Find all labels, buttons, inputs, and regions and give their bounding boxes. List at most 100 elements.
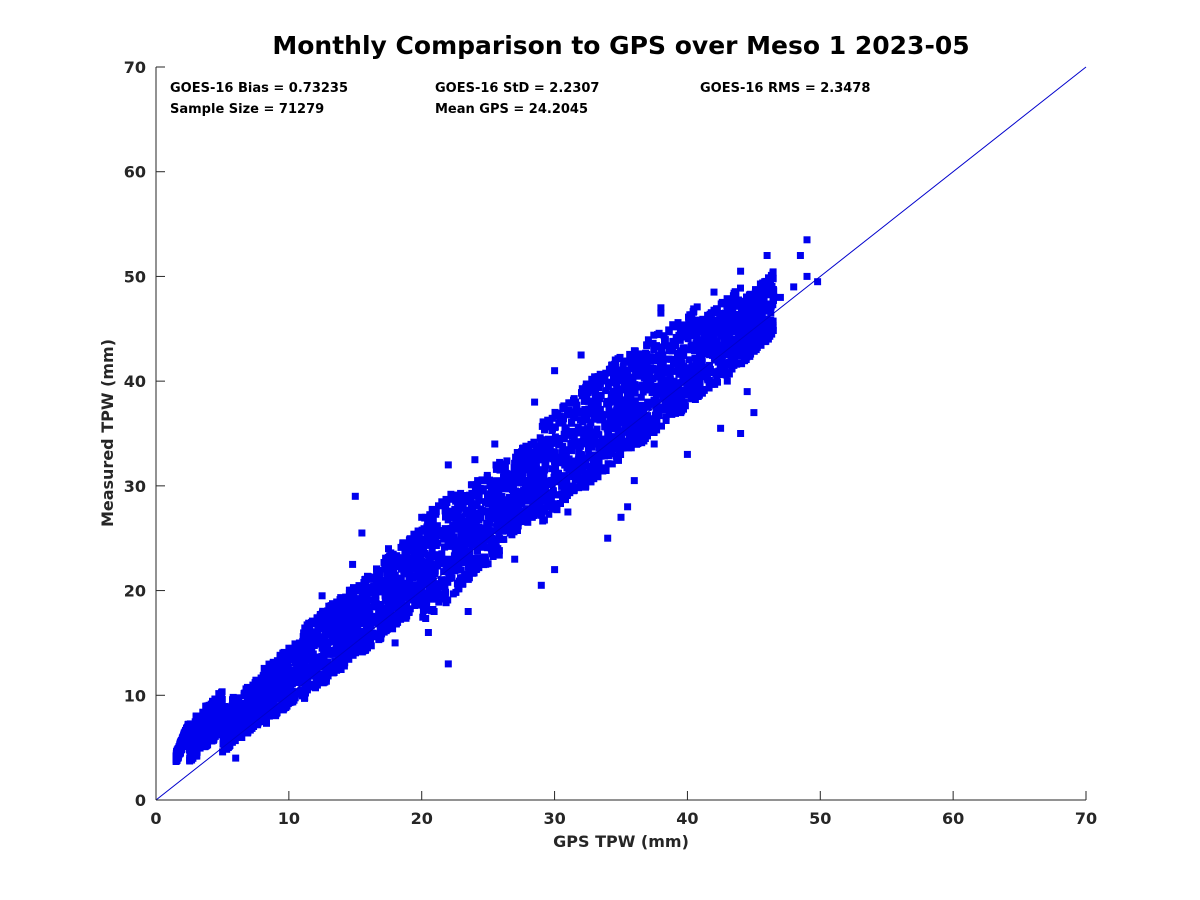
- scatter-point: [585, 454, 593, 462]
- scatter-point: [467, 508, 475, 516]
- scatter-point: [301, 694, 309, 702]
- scatter-point: [539, 449, 547, 457]
- scatter-point: [537, 581, 545, 589]
- scatter-point: [248, 697, 256, 705]
- scatter-point: [427, 560, 435, 568]
- scatter-point: [318, 644, 326, 652]
- scatter-point: [243, 684, 251, 692]
- scatter-point: [440, 580, 448, 588]
- scatter-point: [650, 429, 658, 436]
- scatter-point: [204, 733, 212, 741]
- scatter-point: [518, 488, 526, 496]
- scatter-point: [308, 649, 316, 656]
- scatter-point: [429, 553, 437, 560]
- scatter-point: [572, 404, 580, 412]
- scatter-point: [521, 458, 529, 466]
- scatter-point: [280, 657, 288, 665]
- scatter-point: [340, 607, 348, 615]
- scatter-point: [715, 356, 723, 364]
- scatter-point: [630, 477, 638, 485]
- scatter-point: [669, 338, 677, 346]
- scatter-point: [478, 476, 486, 484]
- scatter-point: [422, 598, 430, 606]
- scatter-point: [276, 691, 284, 699]
- scatter-point: [361, 629, 369, 637]
- scatter-point: [378, 608, 386, 615]
- scatter-point: [731, 328, 739, 336]
- scatter-point: [674, 319, 682, 327]
- scatter-point: [553, 505, 561, 513]
- scatter-point: [597, 414, 605, 422]
- scatter-point: [683, 331, 691, 339]
- scatter-point: [595, 384, 603, 392]
- scatter-point: [644, 336, 652, 344]
- scatter-point: [428, 572, 435, 580]
- scatter-point: [680, 399, 688, 407]
- scatter-point: [617, 396, 625, 404]
- scatter-point: [528, 471, 536, 479]
- scatter-point: [700, 369, 708, 377]
- scatter-point: [723, 377, 731, 385]
- scatter-point: [626, 435, 633, 443]
- scatter-point: [348, 602, 356, 610]
- scatter-point: [710, 288, 718, 296]
- scatter-point: [500, 461, 508, 469]
- scatter-point: [518, 500, 526, 508]
- scatter-point: [738, 333, 746, 341]
- scatter-point: [344, 606, 352, 614]
- scatter-point: [324, 631, 332, 638]
- scatter-point: [474, 547, 481, 555]
- scatter-point: [574, 409, 582, 417]
- scatter-point: [476, 530, 484, 538]
- scatter-point: [803, 236, 811, 244]
- scatter-point: [569, 457, 577, 465]
- scatter-point: [390, 603, 398, 611]
- x-tick-label: 30: [543, 809, 565, 828]
- scatter-point: [690, 305, 698, 313]
- scatter-point: [369, 596, 377, 604]
- scatter-point: [413, 533, 421, 541]
- scatter-point: [570, 462, 578, 470]
- scatter-point: [450, 536, 458, 544]
- scatter-point: [314, 640, 321, 648]
- scatter-point: [309, 680, 317, 688]
- scatter-point: [538, 475, 545, 483]
- scatter-point: [425, 577, 432, 585]
- scatter-point: [198, 715, 206, 723]
- scatter-point: [330, 624, 338, 632]
- scatter-point: [493, 523, 501, 531]
- scatter-point: [597, 452, 605, 460]
- scatter-point: [313, 671, 321, 679]
- std-annotation: GOES-16 StD = 2.2307: [435, 81, 599, 96]
- scatter-point: [533, 472, 541, 480]
- scatter-point: [724, 297, 732, 305]
- scatter-point: [225, 718, 233, 725]
- scatter-point: [223, 704, 231, 712]
- scatter-point: [363, 587, 371, 595]
- scatter-point: [622, 437, 630, 445]
- scatter-point: [680, 352, 688, 360]
- scatter-point: [358, 615, 366, 623]
- scatter-point: [324, 607, 332, 615]
- scatter-point: [555, 419, 563, 427]
- scatter-point: [192, 727, 200, 735]
- scatter-point: [405, 608, 413, 616]
- scatter-point: [497, 513, 505, 521]
- scatter-point: [550, 490, 557, 498]
- scatter-point: [763, 316, 771, 324]
- scatter-point: [719, 345, 727, 353]
- scatter-point: [438, 498, 446, 506]
- scatter-point: [595, 431, 603, 439]
- scatter-point: [254, 711, 262, 719]
- scatter-point: [459, 541, 467, 549]
- scatter-point: [763, 304, 771, 312]
- scatter-point: [685, 313, 692, 321]
- scatter-point: [694, 337, 702, 345]
- scatter-point: [545, 438, 553, 446]
- scatter-point: [382, 596, 389, 604]
- scatter-point: [518, 448, 525, 456]
- scatter-point: [814, 278, 822, 286]
- scatter-point: [542, 497, 550, 505]
- scatter-point: [764, 335, 772, 343]
- scatter-point: [527, 440, 535, 448]
